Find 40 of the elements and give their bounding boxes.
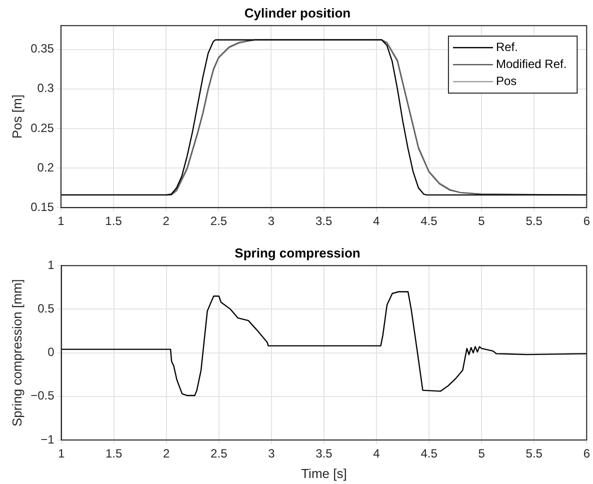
x-tick-label: 4.5 — [420, 446, 438, 461]
x-tick-label: 4 — [373, 446, 380, 461]
x-tick-label: 2 — [162, 214, 170, 228]
y-tick-label: −1 — [40, 432, 55, 446]
y-tick-label: 1 — [48, 258, 55, 272]
y-tick-label: 0.35 — [30, 42, 54, 56]
x-tick-label: 1.5 — [105, 214, 122, 228]
x-tick-label: 2.5 — [210, 214, 228, 228]
x-tick-label: 3 — [268, 214, 275, 228]
x-tick-label: 1 — [58, 214, 65, 228]
legend-label: Modified Ref. — [496, 56, 567, 71]
y-tick-label: 0.2 — [37, 160, 54, 174]
x-tick-label: 3.5 — [316, 446, 333, 461]
y-tick-label: −0.5 — [30, 388, 55, 403]
x-tick-label: 5.5 — [526, 214, 543, 228]
x-tick-label: 3 — [268, 446, 276, 461]
x-tick-label: 4 — [373, 214, 380, 228]
x-tick-label: 4.5 — [420, 214, 438, 228]
y-axis-title: Pos [m] — [9, 94, 24, 139]
x-tick-label: 2.5 — [210, 446, 228, 461]
x-tick-label: 1.5 — [105, 446, 122, 461]
y-tick-label: 0.25 — [30, 120, 54, 135]
x-tick-label: 6 — [583, 446, 590, 461]
y-tick-label: 0.5 — [38, 302, 55, 316]
y-tick-label: 0.3 — [37, 81, 54, 96]
y-axis-title: Spring compression [mm] — [9, 279, 24, 426]
y-tick-label: 0.15 — [30, 200, 54, 214]
x-tick-label: 5.5 — [526, 446, 543, 461]
x-tick-label: 5 — [478, 446, 486, 461]
x-axis-title: Time [s] — [301, 466, 347, 481]
x-tick-label: 5 — [478, 214, 486, 228]
y-tick-label: 0 — [48, 345, 55, 360]
chart-title: Cylinder position — [244, 5, 351, 20]
legend-label: Ref. — [496, 40, 518, 54]
legend-label: Pos — [496, 74, 517, 88]
x-tick-label: 6 — [583, 214, 590, 228]
chart-title: Spring compression — [234, 245, 360, 260]
x-tick-label: 3.5 — [315, 214, 332, 228]
x-tick-label: 1 — [58, 446, 65, 461]
x-tick-label: 2 — [163, 446, 170, 461]
